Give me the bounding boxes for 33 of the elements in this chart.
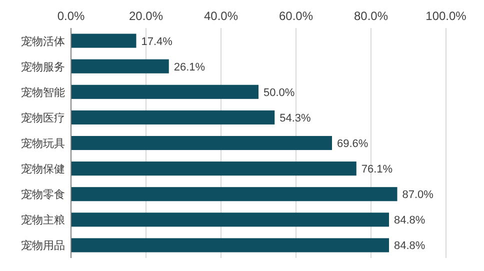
y-tick-label: 宠物活体 — [21, 34, 65, 48]
bar — [71, 110, 275, 124]
bar — [71, 212, 389, 227]
y-tick-label: 宠物服务 — [21, 60, 65, 74]
y-tick-label: 宠物保健 — [21, 162, 65, 176]
data-label: 76.1% — [361, 164, 393, 176]
data-label: 17.4% — [141, 36, 173, 48]
data-label: 84.8% — [394, 240, 426, 252]
y-tick-label: 宠物主粮 — [21, 214, 65, 227]
bar — [71, 238, 389, 252]
bar — [71, 162, 356, 176]
y-tick-label: 宠物医疗 — [21, 111, 65, 124]
data-label: 69.6% — [337, 138, 368, 150]
x-tick-label: 20.0% — [128, 9, 164, 23]
data-label: 84.8% — [394, 214, 426, 227]
bar — [71, 34, 136, 48]
data-label: 50.0% — [264, 86, 295, 99]
data-label: 87.0% — [402, 189, 434, 202]
x-tick-label: 100.0% — [426, 9, 467, 23]
x-tick-label: 40.0% — [204, 9, 238, 23]
x-tick-label: 60.0% — [278, 9, 314, 23]
data-label: 54.3% — [280, 112, 312, 124]
x-tick-label: 80.0% — [354, 9, 388, 23]
bar — [71, 136, 332, 150]
y-tick-label: 宠物玩具 — [21, 137, 65, 150]
bar — [71, 187, 398, 202]
y-tick-label: 宠物用品 — [21, 239, 65, 252]
x-tick-label: 0.0% — [57, 9, 85, 23]
bar — [71, 84, 258, 99]
y-tick-label: 宠物智能 — [21, 86, 65, 99]
y-tick-label: 宠物零食 — [21, 188, 65, 202]
bar — [71, 59, 169, 74]
data-label: 26.1% — [174, 61, 206, 74]
